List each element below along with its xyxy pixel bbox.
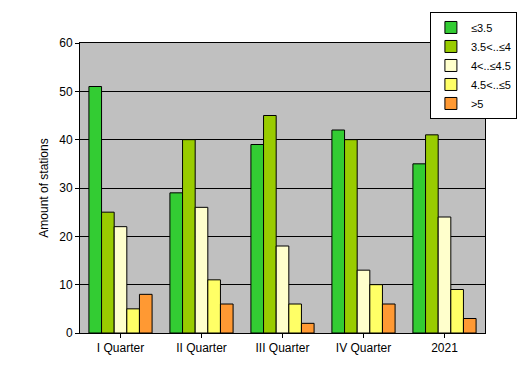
svg-text:≤3.5: ≤3.5: [471, 22, 492, 34]
svg-text:>5: >5: [471, 98, 484, 110]
svg-text:II Quarter: II Quarter: [176, 341, 227, 355]
svg-text:3.5<..≤4: 3.5<..≤4: [471, 41, 511, 53]
svg-text:60: 60: [59, 36, 73, 50]
svg-text:40: 40: [59, 133, 73, 147]
svg-text:III Quarter: III Quarter: [255, 341, 309, 355]
svg-text:4.5<..≤5: 4.5<..≤5: [471, 79, 511, 91]
svg-text:0: 0: [66, 326, 73, 340]
svg-text:2021: 2021: [431, 341, 458, 355]
svg-text:4<..≤4.5: 4<..≤4.5: [471, 60, 511, 72]
svg-text:IV Quarter: IV Quarter: [336, 341, 391, 355]
svg-text:50: 50: [59, 85, 73, 99]
svg-text:20: 20: [59, 230, 73, 244]
svg-text:I Quarter: I Quarter: [97, 341, 144, 355]
svg-text:10: 10: [59, 278, 73, 292]
svg-text:Amount of stations: Amount of stations: [37, 138, 51, 237]
svg-text:30: 30: [59, 181, 73, 195]
